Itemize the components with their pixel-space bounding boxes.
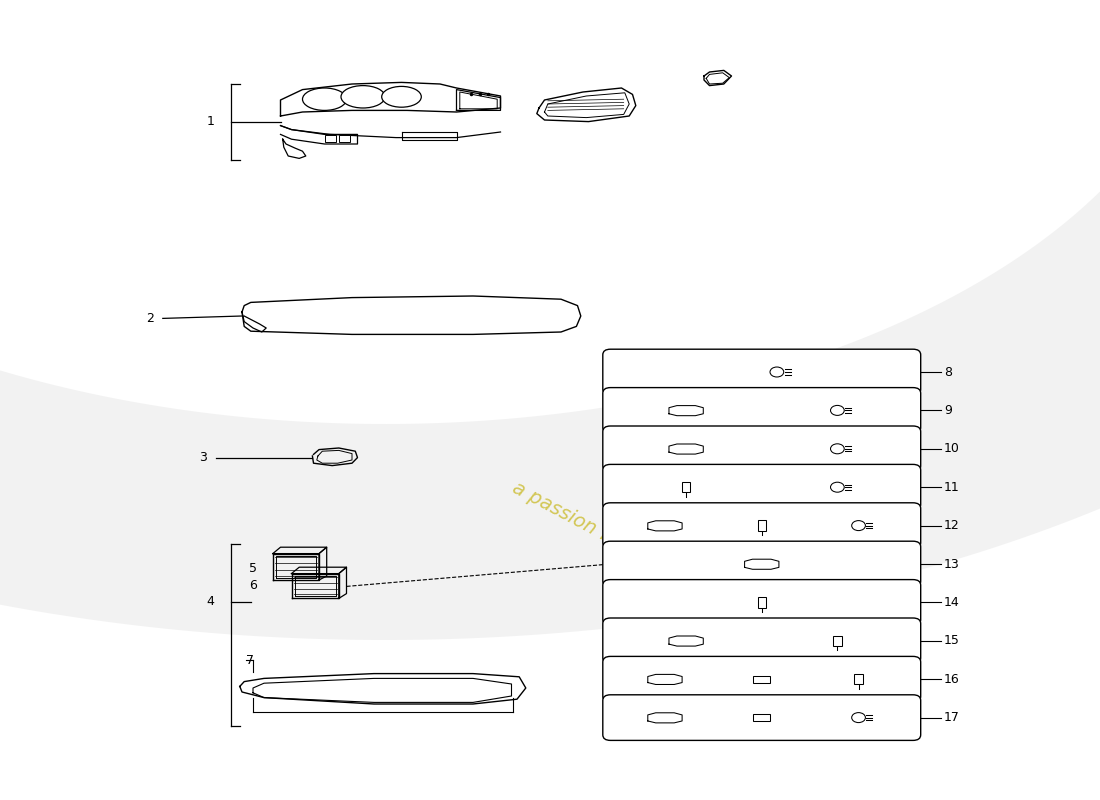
Bar (754, 714, 770, 722)
Ellipse shape (302, 88, 346, 110)
Ellipse shape (382, 86, 421, 107)
FancyBboxPatch shape (603, 349, 921, 394)
Text: 12: 12 (944, 519, 959, 532)
Text: 8: 8 (944, 366, 952, 378)
Text: 13: 13 (944, 558, 959, 570)
FancyBboxPatch shape (603, 542, 921, 587)
FancyBboxPatch shape (603, 656, 921, 702)
Text: 15: 15 (944, 634, 959, 647)
FancyBboxPatch shape (603, 464, 921, 510)
Bar (758, 597, 766, 608)
Text: eurospares: eurospares (614, 337, 915, 527)
Bar (758, 520, 766, 531)
Ellipse shape (341, 86, 385, 108)
Bar (339, 135, 350, 142)
FancyBboxPatch shape (603, 426, 921, 472)
Text: 11: 11 (944, 481, 959, 494)
Text: 6: 6 (250, 579, 257, 592)
Bar (754, 675, 770, 683)
FancyBboxPatch shape (603, 388, 921, 434)
Bar (682, 482, 691, 493)
FancyBboxPatch shape (603, 618, 921, 664)
Text: 9: 9 (944, 404, 952, 417)
Text: 17: 17 (944, 711, 959, 724)
Text: 2: 2 (146, 312, 154, 325)
Bar (833, 635, 842, 646)
Bar (324, 135, 336, 142)
Text: 16: 16 (944, 673, 959, 686)
Text: 4: 4 (207, 595, 215, 608)
Text: 5: 5 (250, 562, 257, 574)
Text: 14: 14 (944, 596, 959, 609)
Text: 3: 3 (199, 451, 207, 464)
Text: a passion for parts since 1985: a passion for parts since 1985 (509, 478, 778, 634)
FancyBboxPatch shape (603, 579, 921, 626)
Text: 10: 10 (944, 442, 959, 455)
FancyBboxPatch shape (603, 503, 921, 549)
Bar (855, 674, 862, 685)
FancyBboxPatch shape (603, 694, 921, 741)
Text: 7: 7 (246, 654, 254, 666)
Polygon shape (0, 41, 1100, 640)
Text: 1: 1 (207, 115, 215, 128)
